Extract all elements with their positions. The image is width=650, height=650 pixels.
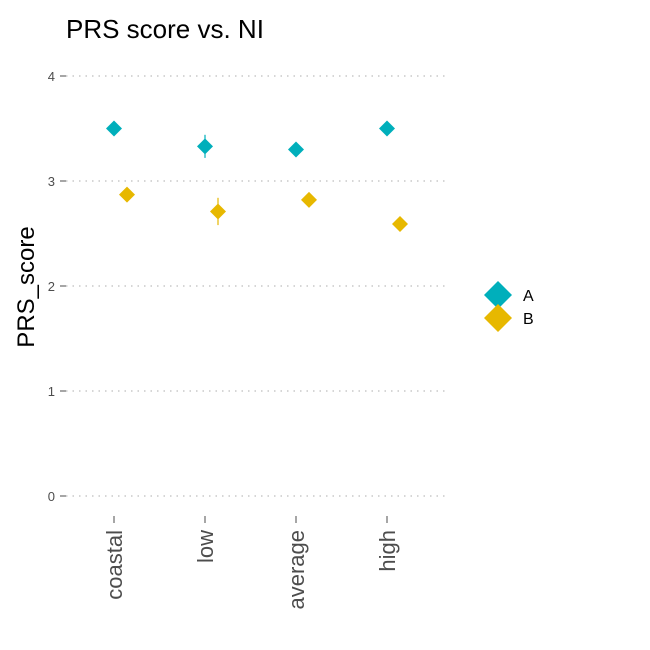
data-point (197, 138, 213, 155)
data-point (106, 120, 122, 137)
data-point (119, 186, 135, 203)
legend-label-B: B (523, 311, 534, 328)
legend-key-B (484, 304, 512, 332)
series-A (106, 120, 395, 158)
chart-title: PRS score vs. NI (66, 14, 264, 44)
y-tick-label: 1 (48, 384, 55, 399)
y-tick-label: 4 (48, 69, 55, 84)
x-tick-label: coastal (102, 530, 127, 600)
data-point (288, 141, 304, 158)
y-tick-label: 3 (48, 174, 55, 189)
y-tick-label: 0 (48, 489, 55, 504)
y-axis-label: PRS_score (13, 226, 40, 347)
data-point (392, 216, 408, 233)
legend: AB (484, 281, 534, 332)
data-point (301, 191, 317, 208)
grid-lines (66, 75, 447, 497)
plot-area (106, 120, 408, 233)
legend-label-A: A (523, 288, 534, 305)
y-axis: 0 1 2 3 4 (48, 69, 66, 504)
x-axis: coastal low average high (102, 516, 400, 610)
data-point (210, 203, 226, 220)
x-tick-label: low (193, 530, 218, 563)
series-B (119, 186, 408, 233)
x-tick-label: average (284, 530, 309, 610)
data-point (379, 120, 395, 137)
x-tick-label: high (375, 530, 400, 572)
legend-key-A (484, 281, 512, 309)
y-tick-label: 2 (48, 279, 55, 294)
